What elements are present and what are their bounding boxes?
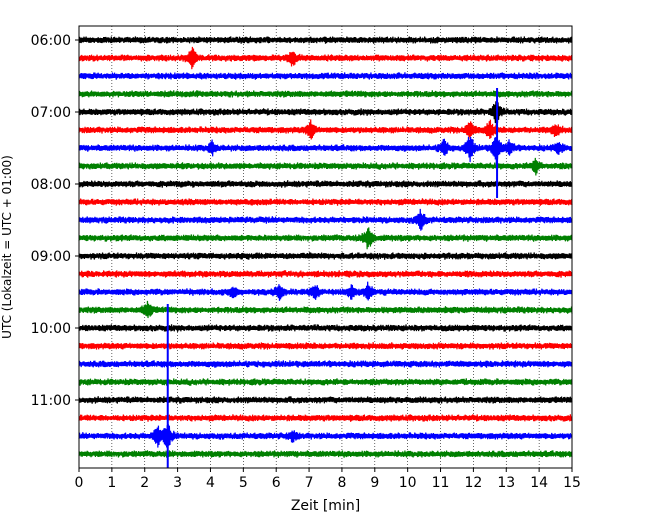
- seismic-trace-0930: [78, 281, 573, 301]
- x-tick-label: 1: [107, 475, 116, 491]
- y-axis: 06:00 07:00 08:00 09:00 10:00 11:00: [31, 33, 79, 409]
- seismic-trace-0600: [78, 36, 573, 44]
- seismic-trace-1030: [78, 360, 573, 368]
- seismic-trace-1145: [78, 450, 573, 458]
- y-tick-label: 08:00: [31, 177, 71, 193]
- seismic-trace-0630: [78, 72, 573, 80]
- y-axis-label: UTC (Lokalzeit = UTC + 01:00): [0, 155, 14, 339]
- x-tick-label: 15: [563, 475, 581, 491]
- seismic-trace-1045: [78, 378, 573, 386]
- seismic-trace-0915: [78, 270, 573, 278]
- y-tick-label: 10:00: [31, 321, 71, 337]
- seismic-trace-0645: [78, 90, 573, 98]
- y-tick-label: 06:00: [31, 33, 71, 49]
- x-tick-label: 10: [399, 475, 417, 491]
- y-tick-label: 07:00: [31, 105, 71, 121]
- x-tick-label: 4: [206, 475, 215, 491]
- x-tick-label: 8: [337, 475, 346, 491]
- seismic-trace-1130: [78, 424, 573, 448]
- x-axis: 0 1 2 3 4 5 6 7 8 9 10 11 12 13 14 15: [75, 468, 581, 491]
- x-tick-label: 14: [530, 475, 548, 491]
- y-tick-label: 11:00: [31, 393, 71, 409]
- seismic-trace-1015: [78, 342, 573, 350]
- x-tick-label: 6: [272, 475, 281, 491]
- seismic-trace-1100: [78, 396, 573, 404]
- seismic-trace-0945: [78, 300, 573, 319]
- seismic-trace-0730: [78, 135, 573, 167]
- x-tick-label: 5: [239, 475, 248, 491]
- seismic-trace-0800: [78, 180, 573, 188]
- x-axis-label: Zeit [min]: [291, 498, 360, 514]
- seismic-trace-0830: [78, 208, 573, 231]
- x-tick-label: 11: [432, 475, 450, 491]
- seismic-trace-0615: [78, 46, 573, 70]
- seismic-trace-1115: [78, 414, 573, 422]
- x-tick-label: 12: [464, 475, 482, 491]
- x-tick-label: 13: [497, 475, 515, 491]
- x-tick-label: 9: [370, 475, 379, 491]
- seismic-trace-0745: [78, 157, 573, 176]
- x-tick-label: 0: [75, 475, 84, 491]
- x-tick-label: 2: [140, 475, 149, 491]
- x-tick-label: 7: [305, 475, 314, 491]
- trace-layer: [78, 36, 573, 468]
- seismic-trace-0845: [78, 227, 573, 250]
- x-tick-label: 3: [173, 475, 182, 491]
- plot-frame: [78, 25, 573, 469]
- seismic-trace-1000: [78, 324, 573, 332]
- y-tick-label: 09:00: [31, 249, 71, 265]
- seismic-trace-0900: [78, 252, 573, 260]
- seismic-trace-0815: [78, 198, 573, 206]
- seismic-trace-0700: [78, 101, 573, 128]
- seismic-trace-0715: [78, 119, 573, 140]
